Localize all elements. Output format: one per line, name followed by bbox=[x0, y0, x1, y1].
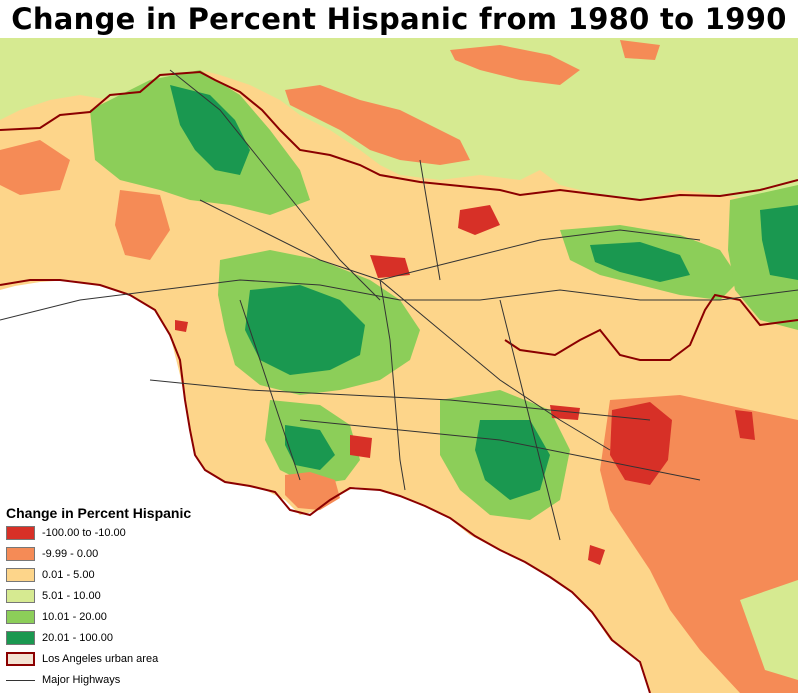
legend-swatch-1 bbox=[6, 526, 35, 540]
region-north-orange-2 bbox=[450, 45, 580, 85]
region-red-north bbox=[458, 205, 500, 235]
legend-swatch-highway bbox=[6, 680, 35, 681]
region-south-dark bbox=[285, 425, 335, 470]
region-red-harbor bbox=[588, 545, 605, 565]
map-canvas bbox=[0, 38, 798, 693]
legend-swatch-5 bbox=[6, 610, 35, 624]
region-red-downtown bbox=[370, 255, 410, 278]
legend-label-3: 0.01 - 5.00 bbox=[42, 569, 95, 581]
legend-label-2: -9.99 - 0.00 bbox=[42, 548, 99, 560]
region-se-dark bbox=[475, 420, 550, 500]
region-north-orange bbox=[285, 85, 470, 165]
legend-label-8: Major Highways bbox=[42, 674, 121, 686]
region-harbor bbox=[285, 472, 340, 510]
legend-swatch-3 bbox=[6, 568, 35, 582]
region-red-south bbox=[350, 435, 372, 458]
region-oc-red-2 bbox=[735, 410, 755, 440]
legend-swatch-4 bbox=[6, 589, 35, 603]
region-oc-lightgreen bbox=[740, 580, 798, 680]
highways bbox=[0, 69, 798, 541]
map-legend: Change in Percent Hispanic -100.00 to -1… bbox=[0, 502, 330, 693]
region-central-dark bbox=[245, 285, 365, 375]
region-ne-orange bbox=[620, 40, 660, 60]
legend-label-5: 10.01 - 20.00 bbox=[42, 611, 107, 623]
region-nw-orange bbox=[0, 140, 70, 195]
legend-label-7: Los Angeles urban area bbox=[42, 653, 159, 665]
map-title: Change in Percent Hispanic from 1980 to … bbox=[11, 2, 787, 36]
legend-swatch-urban-area bbox=[6, 652, 35, 666]
urban-area-boundary bbox=[0, 70, 798, 693]
legend-swatch-6 bbox=[6, 631, 35, 645]
region-red-west bbox=[175, 320, 188, 332]
legend-label-6: 20.01 - 100.00 bbox=[42, 632, 113, 644]
region-red-se bbox=[550, 405, 580, 420]
legend-swatch-2 bbox=[6, 547, 35, 561]
region-oc-red bbox=[610, 402, 672, 485]
region-east-dark bbox=[590, 242, 690, 282]
legend-label-4: 5.01 - 10.00 bbox=[42, 590, 101, 602]
region-sfv-dark bbox=[170, 85, 250, 175]
legend-label-1: -100.00 to -10.00 bbox=[42, 527, 126, 539]
legend-title: Change in Percent Hispanic bbox=[6, 505, 192, 521]
region-w-orange bbox=[115, 190, 170, 260]
region-ne-dark bbox=[760, 205, 798, 280]
